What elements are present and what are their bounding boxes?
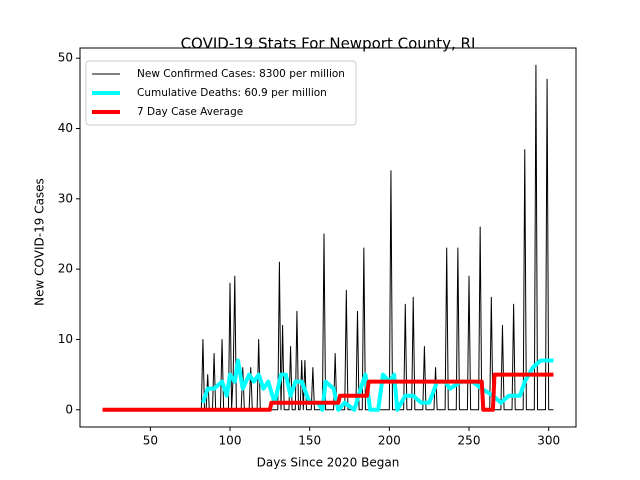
y-tick-label: 40 [58, 121, 73, 135]
y-axis-label: New COVID-19 Cases [33, 178, 47, 306]
y-tick-label: 0 [65, 402, 73, 416]
series-line [102, 372, 554, 412]
chart-title: COVID-19 Stats For Newport County, RI [181, 35, 476, 53]
x-tick-label: 250 [458, 434, 481, 448]
x-tick-label: 100 [219, 434, 242, 448]
legend-label: Cumulative Deaths: 60.9 per million [137, 87, 327, 99]
y-tick-label: 50 [58, 51, 73, 65]
axes-frame [79, 47, 577, 428]
y-tick-label: 30 [58, 191, 73, 205]
series-group [102, 64, 554, 412]
x-tick-label: 150 [298, 434, 321, 448]
y-tick-label: 10 [58, 332, 73, 346]
y-tick-label: 20 [58, 262, 73, 276]
legend-label: New Confirmed Cases: 8300 per million [137, 68, 345, 80]
x-tick-label: 300 [537, 434, 560, 448]
legend: New Confirmed Cases: 8300 per million Cum… [85, 60, 357, 126]
legend-label: 7 Day Case Average [137, 106, 243, 118]
x-axis-label: Days Since 2020 Began [257, 456, 400, 470]
series-line [102, 64, 554, 411]
x-tick-label: 50 [143, 434, 158, 448]
legend-box [85, 60, 357, 126]
x-tick-label: 200 [378, 434, 401, 448]
plot-area: 50 100 150 200 250 300 0 10 20 30 40 50 New Confirme… [58, 47, 577, 448]
